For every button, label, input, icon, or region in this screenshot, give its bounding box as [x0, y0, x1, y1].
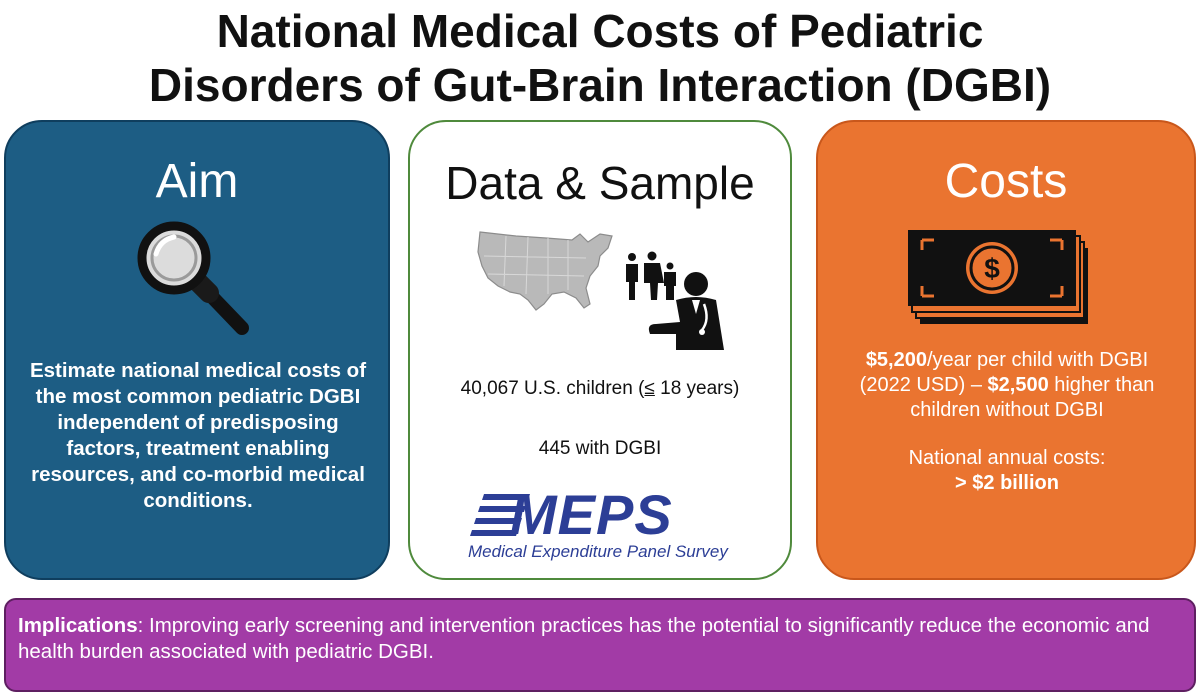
per-child-cost: $5,200/year per child with DGBI	[826, 348, 1188, 373]
per-child-amount: $5,200	[865, 349, 927, 371]
implications-box: Implications: Improving early screening …	[4, 598, 1196, 692]
costs-heading: Costs	[944, 155, 1068, 208]
dgbi-count: 445 with DGBI	[538, 438, 662, 459]
difference-amount: $2,500	[987, 374, 1049, 396]
national-value: > $2 billion	[955, 472, 1059, 494]
children-count-text: 40,067 U.S. children (	[460, 378, 645, 399]
national-label: National annual costs:	[908, 447, 1106, 469]
page-title: National Medical Costs of Pediatric Diso…	[0, 4, 1200, 112]
us-map-icon	[477, 231, 613, 311]
less-equal-symbol: ≤	[644, 378, 655, 399]
meps-logo-stripes-icon	[470, 494, 530, 536]
difference-rest: higher than	[1048, 374, 1155, 396]
aim-heading: Aim	[155, 155, 239, 208]
difference-line-2: children without DGBI	[910, 399, 1104, 421]
family-icon	[626, 251, 676, 300]
dollar-bill-icon: $	[908, 230, 1088, 324]
magnifying-glass-icon	[137, 221, 249, 335]
implications-text: : Improving early screening and interven…	[18, 614, 1150, 663]
title-line-2: Disorders of Gut-Brain Interaction (DGBI…	[148, 59, 1052, 111]
children-count: 40,067 U.S. children (≤ 18 years)	[410, 378, 790, 400]
aim-panel: Aim Estimate national medical costs of t…	[4, 120, 390, 580]
implications-label: Implications	[18, 614, 138, 637]
svg-text:$: $	[984, 253, 1000, 284]
aim-description: Estimate national medical costs of the m…	[29, 359, 367, 512]
meps-logo-subtitle: Medical Expenditure Panel Survey	[468, 542, 728, 561]
costs-panel: Costs $ $5,200/year per child with DGBI …	[816, 120, 1196, 580]
usd-year: (2022 USD) –	[859, 374, 988, 396]
per-child-rest: /year per child with DGBI	[926, 349, 1149, 371]
doctor-icon	[648, 272, 724, 350]
title-line-1: National Medical Costs of Pediatric	[216, 5, 984, 57]
data-sample-panel: Data & Sample 40,067 U.S. children (≤ 18…	[408, 120, 792, 580]
age-range-text: 18 years)	[654, 378, 740, 399]
meps-logo-text: MEPS	[510, 483, 673, 546]
data-sample-heading: Data & Sample	[445, 157, 755, 209]
cost-difference: (2022 USD) – $2,500 higher than	[826, 373, 1188, 398]
